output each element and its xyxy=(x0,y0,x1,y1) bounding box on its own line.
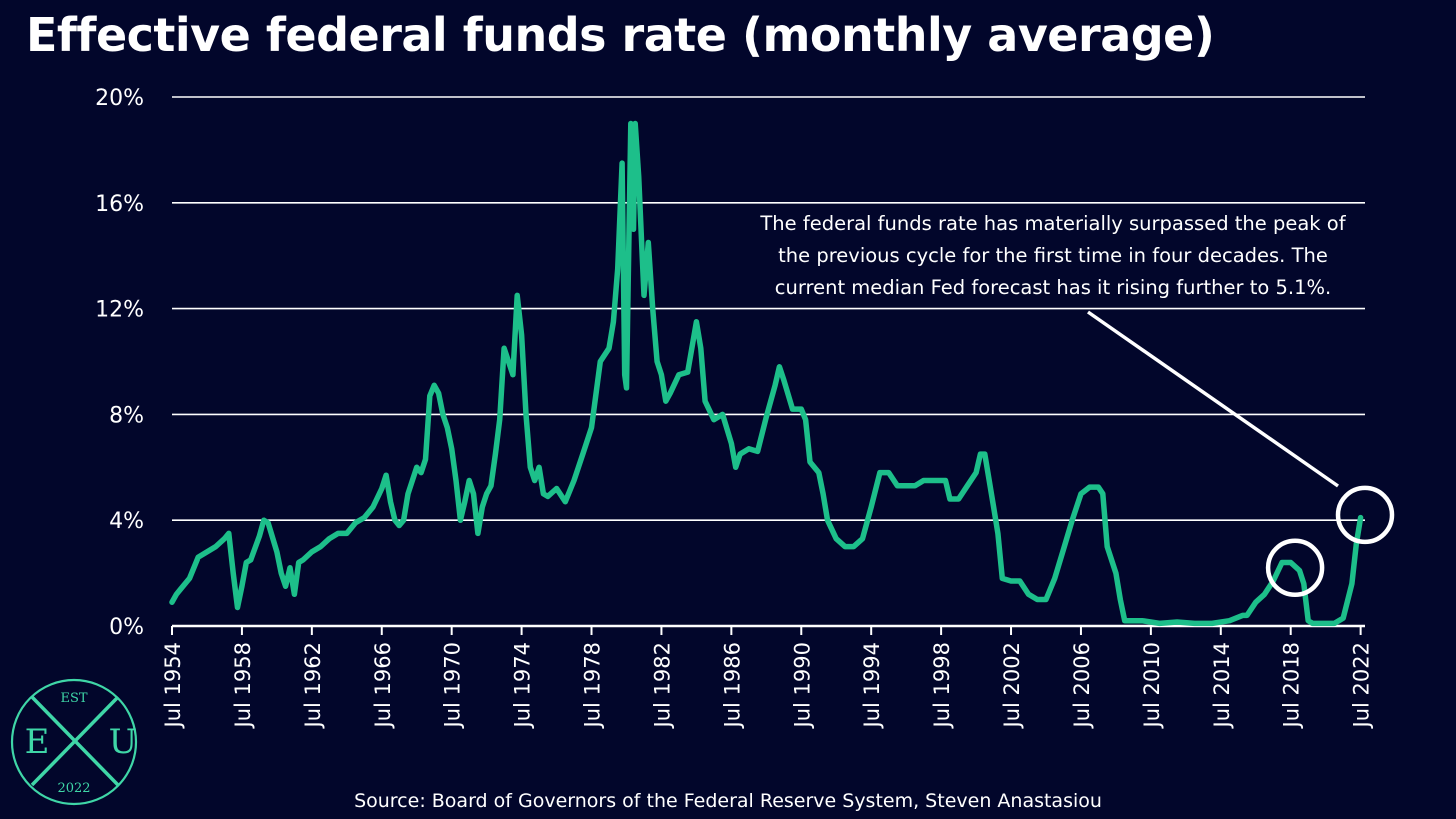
y-tick-label: 4% xyxy=(109,509,144,534)
x-tick-label: Jul 1986 xyxy=(720,642,744,729)
series-line-fed-funds-rate xyxy=(169,120,1364,627)
x-tick-label: Jul 1954 xyxy=(161,642,185,729)
x-tick-label: Jul 1974 xyxy=(511,642,535,729)
x-axis-ticks: Jul 1954 Jul 1958 Jul 1962 Jul 1966 Jul 1970… xyxy=(161,626,1374,729)
annotation-circle-2018-peak xyxy=(1265,538,1325,598)
annotations: The federal funds rate has materially su… xyxy=(759,212,1395,598)
y-tick-label: 0% xyxy=(109,615,144,640)
x-tick-label: Jul 1982 xyxy=(650,642,674,729)
x-tick-label: Jul 2022 xyxy=(1350,642,1374,729)
logo-letter-u: U xyxy=(109,722,138,762)
x-tick-label: Jul 1990 xyxy=(790,642,814,729)
chart-title: Effective federal funds rate (monthly av… xyxy=(26,8,1215,62)
logo-cross-stroke-b xyxy=(30,695,120,787)
logo-letter-e: E xyxy=(25,722,50,762)
x-tick-label: Jul 2002 xyxy=(1000,642,1024,729)
y-tick-label: 12% xyxy=(95,298,144,323)
x-tick-label: Jul 1994 xyxy=(860,642,884,729)
x-tick-label: Jul 1958 xyxy=(231,642,255,729)
gridlines xyxy=(172,96,1365,628)
logo-ring xyxy=(10,678,138,806)
logo-year: 2022 xyxy=(57,781,90,796)
x-tick-label: Jul 2006 xyxy=(1070,642,1094,729)
annotation-line: The federal funds rate has materially su… xyxy=(759,212,1346,235)
y-tick-label: 16% xyxy=(95,192,144,217)
annotation-line: the previous cycle for the first time in… xyxy=(778,244,1328,267)
logo-est: EST xyxy=(60,691,87,706)
annotation-circle-2022-current xyxy=(1335,485,1395,545)
x-tick-label: Jul 1978 xyxy=(581,642,605,729)
annotation-text: The federal funds rate has materially su… xyxy=(759,212,1346,299)
y-axis-ticks: 0% 4% 8% 12% 16% 20% xyxy=(95,86,144,640)
x-tick-label: Jul 2014 xyxy=(1210,642,1234,729)
exu-logo: EST E U 2022 xyxy=(10,678,138,806)
y-tick-label: 8% xyxy=(109,403,144,428)
annotation-line: current median Fed forecast has it risin… xyxy=(775,276,1331,299)
x-tick-label: Jul 2018 xyxy=(1280,642,1304,729)
y-tick-label: 20% xyxy=(95,86,144,111)
x-tick-label: Jul 1962 xyxy=(301,642,325,729)
source-note: Source: Board of Governors of the Federa… xyxy=(354,790,1102,812)
x-tick-label: Jul 2010 xyxy=(1140,642,1164,729)
annotation-pointer-line xyxy=(1087,310,1339,488)
x-tick-label: Jul 1970 xyxy=(441,642,465,729)
x-tick-label: Jul 1966 xyxy=(371,642,395,729)
x-tick-label: Jul 1998 xyxy=(930,642,954,729)
